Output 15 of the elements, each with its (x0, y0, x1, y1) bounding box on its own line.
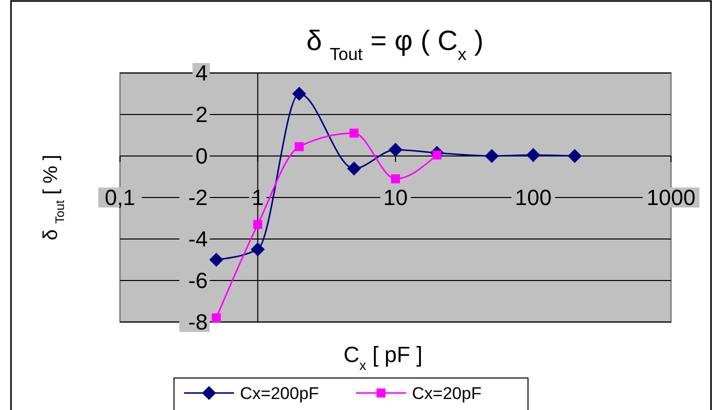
x-tick-label: 100 (514, 185, 552, 210)
y-tick-label: 0 (196, 144, 208, 169)
x-tick-label: 0,1 (104, 185, 136, 210)
y-tick-label: -4 (188, 226, 208, 252)
x-tick-label: 10 (383, 185, 408, 210)
x-tick-label: 1000 (646, 185, 696, 210)
y-tick-label: 4 (196, 60, 208, 86)
x-axis-title: C$_{x}$ [ pF ] (344, 342, 422, 372)
chart-title: δ $_{Tout}$ = φ ( C$_{x}$ ) (306, 25, 484, 64)
legend-label: Cx=200pF (240, 384, 319, 403)
y-tick-label: -6 (188, 268, 208, 294)
legend-label: Cx=20pF (412, 384, 482, 403)
y-tick-label: -2 (188, 185, 208, 210)
y-tick-label: -8 (188, 310, 208, 335)
y-tick-label: 2 (196, 102, 208, 128)
